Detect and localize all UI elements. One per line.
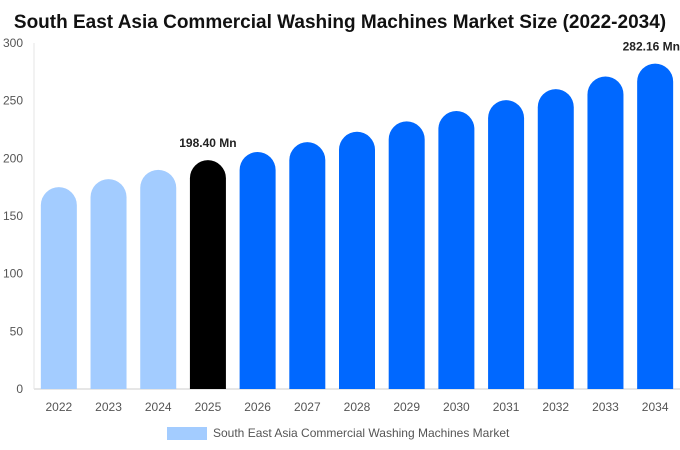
bar-2026: [239, 151, 276, 389]
bar-2031: [488, 100, 525, 389]
y-axis: 0 50 100 150 200 250 300: [3, 36, 23, 396]
y-tick-label: 50: [10, 324, 24, 338]
x-tick-label: 2029: [393, 400, 420, 414]
data-label: 282.16 Mn: [623, 40, 680, 54]
bar-2033: [587, 76, 624, 390]
y-tick-label: 0: [16, 382, 23, 396]
bar-2022: [40, 187, 77, 389]
chart-title: South East Asia Commercial Washing Machi…: [14, 12, 666, 33]
bar-2027: [289, 142, 326, 389]
bar-2030: [438, 111, 475, 389]
legend-label: South East Asia Commercial Washing Machi…: [213, 426, 510, 440]
legend-swatch: [167, 427, 207, 440]
x-tick-label: 2024: [145, 400, 172, 414]
x-tick-label: 2023: [95, 400, 122, 414]
x-tick-label: 2027: [294, 400, 321, 414]
bar-2034: [637, 63, 674, 389]
bar-2029: [388, 121, 425, 389]
bar-2032: [537, 89, 574, 389]
data-labels: 198.40 Mn 282.16 Mn: [179, 40, 680, 151]
bar-2024: [140, 169, 177, 389]
data-label: 198.40 Mn: [179, 136, 236, 150]
y-tick-label: 200: [3, 151, 23, 165]
bar-2023: [90, 179, 127, 389]
legend[interactable]: South East Asia Commercial Washing Machi…: [167, 426, 510, 440]
x-tick-label: 2026: [244, 400, 271, 414]
x-axis: 2022 2023 2024 2025 2026 2027 2028 2029 2030 2031…: [45, 400, 668, 414]
y-tick-label: 150: [3, 209, 23, 223]
x-tick-label: 2034: [642, 400, 669, 414]
y-tick-label: 250: [3, 94, 23, 108]
y-tick-label: 300: [3, 36, 23, 50]
x-tick-label: 2025: [195, 400, 222, 414]
bar-2025: [189, 160, 226, 389]
x-tick-label: 2033: [592, 400, 619, 414]
x-tick-label: 2030: [443, 400, 470, 414]
x-tick-label: 2022: [45, 400, 72, 414]
x-tick-label: 2032: [542, 400, 569, 414]
bar-2028: [339, 131, 375, 389]
bars: [40, 63, 674, 390]
y-tick-label: 100: [3, 267, 23, 281]
x-tick-label: 2031: [493, 400, 520, 414]
x-tick-label: 2028: [344, 400, 371, 414]
